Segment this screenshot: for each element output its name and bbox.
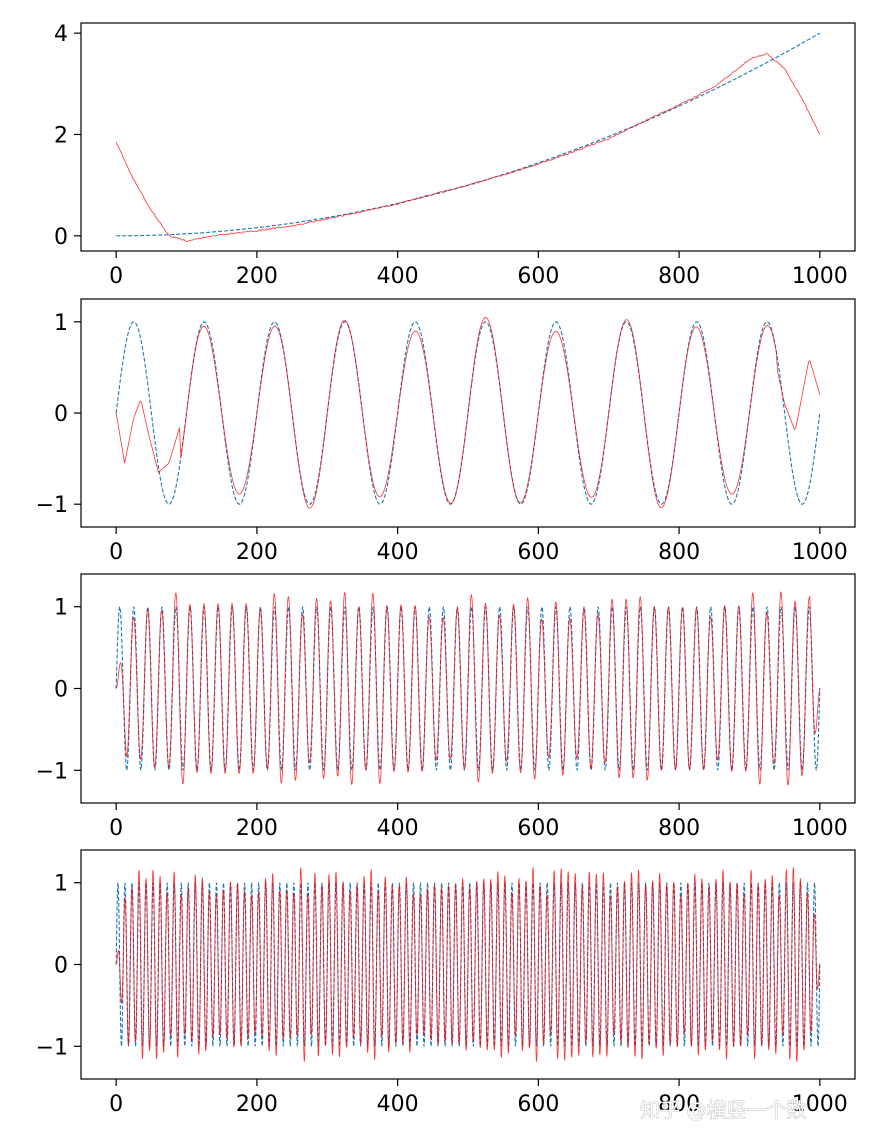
x-tick-label: 0	[109, 1092, 123, 1117]
x-tick-label: 1000	[792, 540, 848, 565]
x-tick-label: 0	[109, 816, 123, 841]
x-tick-label: 400	[377, 816, 419, 841]
y-tick-label: −1	[36, 493, 68, 518]
y-tick-label: 4	[54, 22, 68, 47]
x-tick-label: 0	[109, 540, 123, 565]
series-target-line	[115, 321, 821, 505]
subplot-2: 0 200 400 600 800 1000 −1 0 1	[36, 298, 856, 565]
x-tick-label: 200	[236, 540, 278, 565]
axes-frame	[80, 22, 856, 252]
x-tick-label: 400	[377, 264, 419, 289]
series-fitted-line	[115, 53, 821, 243]
x-tick-label: 800	[658, 264, 700, 289]
x-tick-label: 1000	[792, 816, 848, 841]
y-tick-label: 1	[54, 596, 68, 621]
series-fitted-line	[115, 317, 821, 509]
x-tick-label: 1000	[792, 1092, 848, 1117]
x-tick-label: 600	[517, 816, 559, 841]
x-tick-label: 400	[377, 1092, 419, 1117]
x-tick-label: 600	[517, 540, 559, 565]
x-tick-label: 600	[517, 264, 559, 289]
y-tick-label: −1	[36, 759, 68, 784]
x-tick-label: 600	[517, 1092, 559, 1117]
series-fitted-line	[115, 591, 821, 786]
x-tick-label: 1000	[792, 264, 848, 289]
y-tick-label: −1	[36, 1035, 68, 1060]
x-tick-label: 200	[236, 264, 278, 289]
series-target-line	[116, 32, 821, 237]
series-fitted-line	[115, 867, 821, 1062]
x-tick-label: 800	[658, 816, 700, 841]
x-tick-label: 800	[658, 540, 700, 565]
watermark: 知乎 @横竖一个数	[640, 1098, 806, 1122]
subplot-1: 0 200 400 600 800 1000 0 2 4	[54, 22, 856, 289]
x-tick-label: 0	[109, 264, 123, 289]
y-tick-label: 2	[54, 123, 68, 148]
y-tick-label: 0	[54, 954, 68, 979]
y-tick-label: 1	[54, 311, 68, 336]
y-tick-label: 0	[54, 402, 68, 427]
x-tick-label: 200	[236, 816, 278, 841]
y-tick-label: 0	[54, 225, 68, 250]
x-tick-label: 200	[236, 1092, 278, 1117]
x-tick-label: 800	[658, 1092, 700, 1117]
y-tick-label: 0	[54, 678, 68, 703]
subplot-3: 0 200 400 600 800 1000 −1 0 1	[36, 573, 856, 841]
y-tick-label: 1	[54, 872, 68, 897]
x-tick-label: 400	[377, 540, 419, 565]
subplot-4: 0 200 400 600 800 1000 −1 0 1	[36, 849, 856, 1117]
